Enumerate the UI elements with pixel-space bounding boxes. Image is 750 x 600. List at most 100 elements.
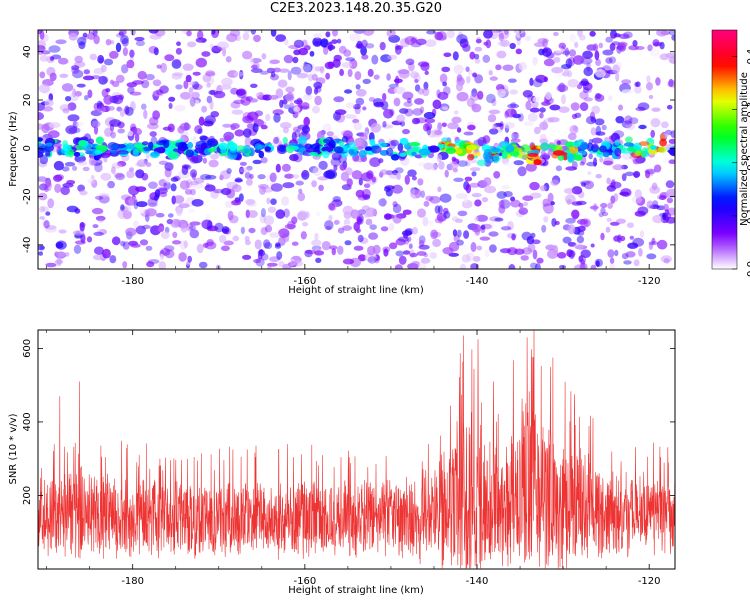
spectrogram-cell xyxy=(200,142,208,150)
spectrogram-cell xyxy=(291,174,300,179)
spectrogram-cell xyxy=(302,125,310,134)
spectrogram-cell xyxy=(170,218,182,228)
spectrogram-cell xyxy=(559,264,566,269)
spectrogram-cell xyxy=(583,97,593,102)
spectrogram-cell xyxy=(108,106,115,111)
spectrogram-cell xyxy=(518,61,527,71)
spectrogram-cell xyxy=(74,55,83,64)
spectrogram-cell xyxy=(242,254,252,260)
spectrogram-cell xyxy=(44,186,49,193)
spectrogram-cell xyxy=(402,128,410,135)
spectrogram-cell xyxy=(414,78,419,84)
spectrogram-cell xyxy=(484,185,497,194)
spectrogram-cell xyxy=(132,127,143,136)
spectrogram-cell xyxy=(302,62,313,73)
spectrogram-cell xyxy=(83,69,91,75)
spectrogram-cell xyxy=(171,59,182,69)
spectrogram-cell xyxy=(512,133,520,141)
spectrogram-cell xyxy=(591,143,599,153)
spectrogram-cell xyxy=(424,39,437,47)
x-tick-label: -160 xyxy=(293,276,316,287)
spectrogram-cell xyxy=(402,209,412,215)
spectrogram-cell xyxy=(250,68,263,73)
spectrogram-cell xyxy=(545,52,555,59)
spectrogram-cell xyxy=(581,182,586,187)
spectrogram-cell xyxy=(228,142,238,151)
spectrogram-cell xyxy=(235,177,242,183)
spectrogram-cell xyxy=(606,177,611,185)
spectrogram-cell xyxy=(314,66,325,72)
spectrogram-cell xyxy=(82,32,88,38)
spectrogram-cell xyxy=(77,160,88,166)
spectrogram-cell xyxy=(551,218,557,227)
spectrogram-cell xyxy=(321,241,331,251)
spectrogram-cell xyxy=(79,190,88,196)
spectrogram-cell xyxy=(39,216,46,221)
spectrogram-cell xyxy=(148,202,158,207)
spectrogram-cell xyxy=(345,167,353,176)
spectrogram-cell xyxy=(612,164,625,171)
spectrogram-cell xyxy=(543,76,549,83)
spectrogram-cell xyxy=(625,122,636,130)
spectrogram-cell xyxy=(403,232,409,239)
spectrogram-cell xyxy=(496,88,506,98)
spectrogram-cell xyxy=(166,218,173,225)
spectrogram-cell xyxy=(442,81,447,87)
spectrogram-cell xyxy=(652,39,660,47)
y-tick-label: 400 xyxy=(22,412,33,431)
spectrogram-cell xyxy=(273,113,281,123)
spectrogram-cell xyxy=(432,238,441,248)
spectrogram-cell xyxy=(194,125,203,134)
spectrogram-cell xyxy=(651,182,658,191)
spectrogram-cell xyxy=(638,248,643,257)
y-tick-label: -20 xyxy=(22,188,33,204)
spectrogram-cell xyxy=(344,89,353,94)
spectrogram-cell xyxy=(610,195,616,204)
spectrogram-cell xyxy=(520,144,531,153)
spectrogram-cell xyxy=(467,124,476,131)
spectrogram-cell xyxy=(439,193,452,203)
spectrogram-cell xyxy=(535,74,547,83)
spectrogram-cell xyxy=(618,33,630,40)
spectrogram-cell xyxy=(157,187,168,195)
spectrogram-cell xyxy=(321,146,334,153)
spectrogram-cell xyxy=(240,96,251,106)
spectrogram-cell xyxy=(602,211,609,217)
spectrogram-cell xyxy=(38,143,46,150)
spectrogram-cell xyxy=(185,149,194,158)
spectrogram-cell xyxy=(95,136,104,145)
spectrogram-cell xyxy=(281,163,291,172)
spectrogram-cell xyxy=(331,248,336,256)
spectrogram-cell xyxy=(264,146,272,152)
spectrogram-cell xyxy=(423,81,429,91)
spectrogram-cell xyxy=(339,163,347,171)
y-tick-label: 20 xyxy=(22,94,33,107)
spectrogram-cell xyxy=(45,150,51,157)
spectrogram-cell xyxy=(371,176,376,183)
spectrogram-cell xyxy=(369,224,378,231)
spectrogram-cell xyxy=(168,102,173,109)
spectrogram-cell xyxy=(320,38,329,48)
spectrogram-cell xyxy=(76,83,86,88)
spectrogram-cell xyxy=(647,148,658,155)
spectrogram-cell xyxy=(366,170,374,180)
spectrogram-cell xyxy=(469,167,481,172)
spectrogram-cell xyxy=(192,136,197,144)
spectrogram-cell xyxy=(474,216,479,222)
spectrogram-cell xyxy=(284,173,294,179)
spectrogram-cell xyxy=(182,63,194,71)
spectrogram-cell xyxy=(388,222,395,231)
spectrogram-cell xyxy=(223,131,234,141)
spectrogram-cell xyxy=(111,162,122,169)
spectrogram-cell xyxy=(367,256,377,264)
spectrogram-cell xyxy=(415,38,427,45)
spectrogram-cell xyxy=(70,46,80,52)
spectrogram-cell xyxy=(323,45,329,55)
spectrogram-cell xyxy=(518,113,524,122)
spectrogram-cell xyxy=(282,99,288,105)
spectrogram-cell xyxy=(39,206,46,213)
spectrogram-cell xyxy=(242,50,253,60)
chart-title: C2E3.2023.148.20.35.G20 xyxy=(269,1,443,16)
spectrogram-cell xyxy=(110,40,115,45)
spectrogram-cell xyxy=(659,53,670,61)
